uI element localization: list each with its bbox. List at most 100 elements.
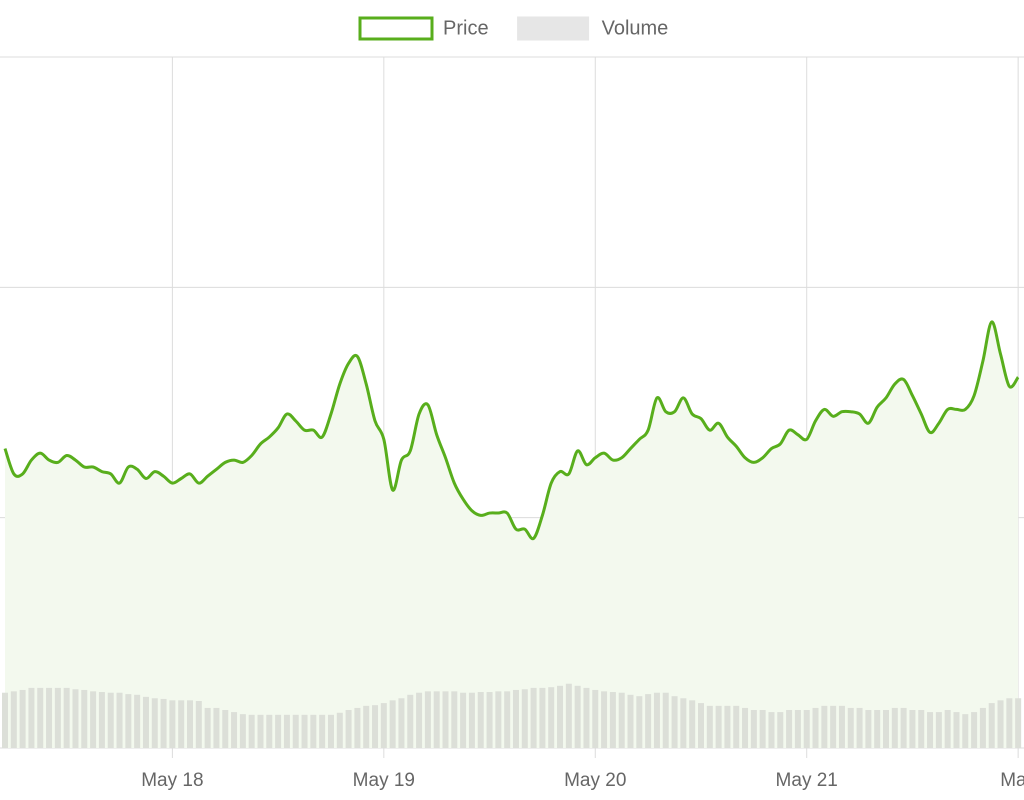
volume-bar [680, 698, 687, 748]
volume-bar [37, 687, 44, 748]
volume-bar [539, 687, 546, 748]
volume-bar [557, 685, 564, 748]
volume-bar [266, 714, 273, 748]
price-line [3, 320, 1020, 541]
volume-bar [521, 689, 528, 748]
volume-bar [460, 692, 467, 748]
volume-bar [574, 685, 581, 748]
volume-bar [724, 705, 731, 748]
volume-bar [662, 692, 669, 748]
volume-bar [768, 712, 775, 748]
volume-bar [504, 691, 511, 748]
volume-bar [389, 700, 396, 748]
volume-bar [98, 692, 105, 748]
volume-bar [944, 709, 951, 748]
volume-bar [645, 694, 652, 748]
volume-bar [46, 687, 53, 748]
volume-bar [742, 707, 749, 748]
volume-bar [354, 707, 361, 748]
volume-bar [310, 714, 317, 748]
volume-bar [336, 712, 343, 748]
volume-bar [548, 687, 555, 748]
volume-bar [187, 700, 194, 748]
volume-bar [601, 691, 608, 748]
volume-bar [856, 707, 863, 748]
volume-bar [19, 689, 26, 748]
volume-bar [627, 694, 634, 748]
x-tick-label: May 18 [141, 770, 203, 791]
volume-bar [891, 707, 898, 748]
legend-label: Volume [602, 17, 669, 39]
volume-bar [160, 698, 167, 748]
price-area [5, 321, 1019, 748]
volume-bar [794, 709, 801, 748]
volume-bar [786, 709, 793, 748]
volume-bar [953, 712, 960, 748]
volume-bar [935, 712, 942, 748]
volume-bar [865, 709, 872, 748]
volume-bar [750, 709, 757, 748]
volume-bar [812, 707, 819, 748]
volume-bar [971, 712, 978, 748]
volume-bar [107, 692, 114, 748]
volume-bar [54, 687, 61, 748]
volume-bar [169, 700, 176, 748]
volume-bar [706, 705, 713, 748]
volume-bar [222, 709, 229, 748]
volume-bar [715, 705, 722, 748]
volume-bar [883, 709, 889, 748]
volume-bar [345, 709, 352, 748]
volume-bar [636, 696, 643, 748]
volume-bar [90, 691, 97, 748]
volume-bar [697, 703, 704, 748]
volume-bar [424, 691, 431, 748]
volume-bar [195, 701, 202, 748]
volume-bar [72, 689, 79, 748]
volume-bar [927, 712, 934, 748]
volume-bar [583, 687, 590, 748]
volume-bar [398, 698, 405, 748]
volume-bar [204, 707, 211, 748]
volume-bar [142, 696, 149, 748]
volume-bar [988, 703, 995, 748]
volume-bar [477, 692, 484, 748]
volume-bar [239, 714, 246, 748]
volume-bar [671, 696, 678, 748]
volume-bar [909, 709, 916, 748]
volume-bar [416, 692, 423, 748]
volume-bar [918, 709, 925, 748]
volume-bar [618, 692, 625, 748]
volume-bar [803, 709, 810, 748]
volume-bar [830, 705, 837, 748]
legend-label: Price [443, 17, 489, 39]
volume-bar [512, 689, 519, 748]
volume-bar [116, 692, 123, 748]
volume-bar [327, 714, 334, 748]
volume-bar [28, 687, 35, 748]
volume-bar [838, 705, 845, 748]
volume-bar [1006, 698, 1013, 748]
volume-bar [979, 707, 986, 748]
volume-bar [495, 691, 502, 748]
volume-bar [1015, 698, 1022, 748]
volume-bar [733, 705, 740, 748]
volume-bar [10, 691, 17, 748]
volume-bar [2, 692, 8, 748]
volume-bar [962, 714, 969, 748]
volume-bar [213, 707, 220, 748]
volume-bar [874, 709, 881, 748]
volume-bar [486, 692, 493, 748]
volume-bar [301, 714, 308, 748]
volume-bar [451, 691, 458, 748]
volume-bar [759, 709, 766, 748]
volume-bar [178, 700, 185, 748]
volume-bar [63, 687, 70, 748]
volume-bar [900, 707, 907, 748]
volume-bar [997, 700, 1004, 748]
volume-bar [777, 712, 784, 748]
volume-bar [283, 714, 290, 748]
volume-bar [151, 698, 158, 748]
volume-bar [653, 692, 660, 748]
volume-bar [689, 700, 696, 748]
